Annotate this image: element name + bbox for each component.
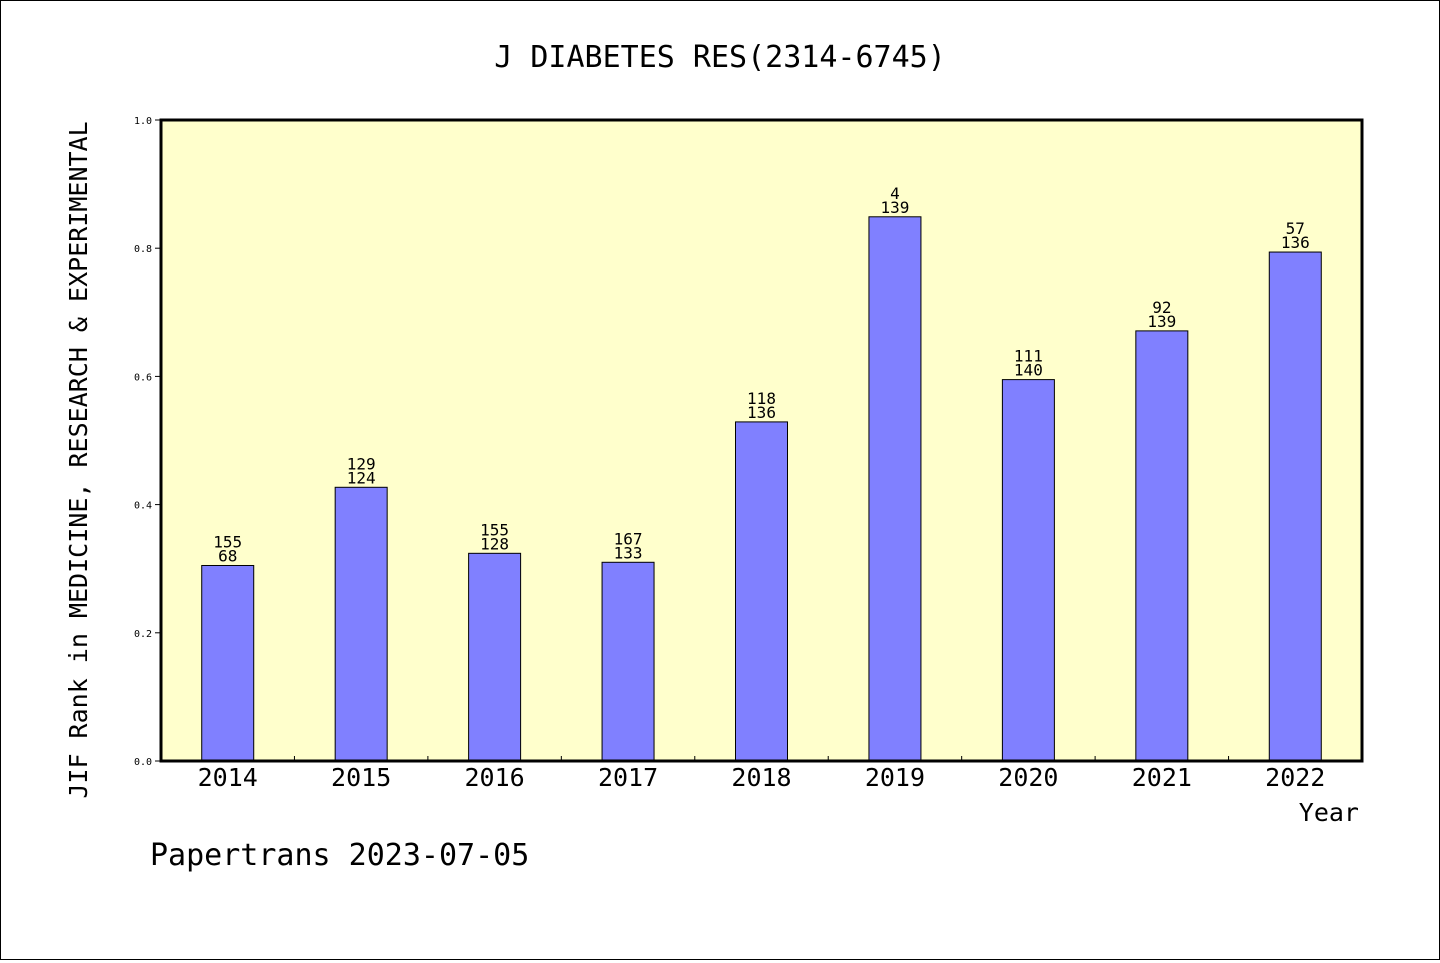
footer-credit: Papertrans 2023-07-05 [150, 838, 529, 873]
bar-total-label-2022: 136 [1281, 233, 1310, 252]
bar-2021 [1135, 330, 1189, 762]
x-tick-label-2020: 2020 [998, 763, 1058, 792]
bar-2017 [601, 561, 655, 762]
bar-rank-label-2021: 92 [1152, 298, 1171, 317]
bar-total-label-2018: 136 [747, 403, 776, 422]
x-tick-label-2016: 2016 [465, 763, 525, 792]
bar-total-label-2021: 139 [1147, 312, 1176, 331]
bar-rank-label-2019: 4 [890, 184, 900, 203]
y-tick-label: 0.2 [134, 629, 152, 640]
bar-rank-label-2022: 57 [1286, 219, 1305, 238]
y-tick-label: 0.4 [134, 501, 152, 512]
bar-total-label-2016: 128 [480, 534, 509, 553]
x-ticks-group: 2014 2015 2016 2017 2018 2019 2020 2021 2022 [198, 756, 1325, 792]
x-axis-title: Year [1299, 798, 1359, 827]
x-tick-label-2017: 2017 [598, 763, 658, 792]
bar-total-label-2020: 140 [1014, 361, 1043, 380]
bar-2019 [868, 216, 922, 762]
y-axis-title: JIF Rank in MEDICINE, RESEARCH & EXPERIM… [64, 121, 93, 798]
bar-2016 [468, 552, 522, 762]
y-tick-label: 0.6 [134, 372, 152, 383]
bar-2015 [334, 486, 388, 762]
bar-total-label-2015: 124 [347, 468, 376, 487]
bar-total-label-2017: 133 [614, 543, 643, 562]
x-tick-label-2021: 2021 [1132, 763, 1192, 792]
x-tick-label-2018: 2018 [731, 763, 791, 792]
bar-2018 [735, 421, 788, 762]
bar-total-label-2014: 68 [218, 546, 237, 565]
x-tick-label-2019: 2019 [865, 763, 925, 792]
bar-2020 [1001, 379, 1055, 762]
bar-rank-label-2016: 155 [480, 520, 509, 539]
bar-rank-label-2018: 118 [747, 389, 776, 408]
y-tick-label: 1.0 [134, 116, 152, 127]
y-ticks-group: 0.0 0.2 0.4 0.6 0.8 1.0 [134, 116, 161, 768]
x-tick-label-2014: 2014 [198, 763, 258, 792]
bar-total-label-2019: 139 [880, 198, 909, 217]
bar-rank-label-2017: 167 [614, 529, 643, 548]
bar-rank-label-2014: 155 [213, 532, 242, 551]
bar-rank-label-2020: 111 [1014, 347, 1043, 366]
bar-rank-label-2015: 129 [347, 454, 376, 473]
x-tick-label-2022: 2022 [1265, 763, 1325, 792]
y-tick-label: 0.0 [134, 757, 152, 768]
bar-2014 [201, 564, 255, 762]
chart-title: J DIABETES RES(2314-6745) [494, 40, 946, 75]
x-tick-label-2015: 2015 [331, 763, 391, 792]
bars-group [201, 216, 1322, 762]
plot-border [159, 118, 1364, 763]
bar-2022 [1268, 251, 1322, 762]
y-tick-label: 0.8 [134, 244, 152, 255]
